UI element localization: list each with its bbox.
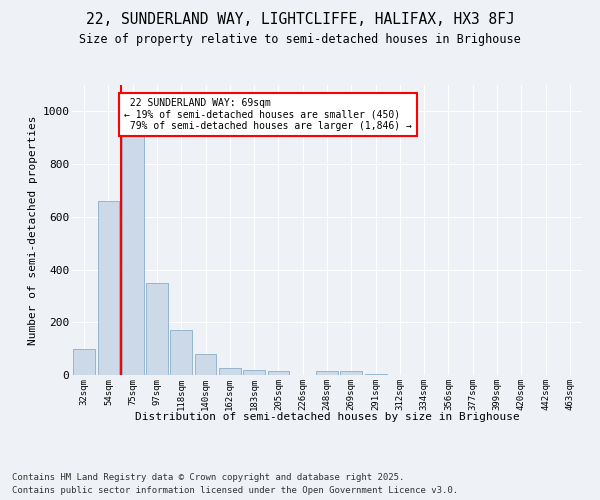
Bar bbox=[146, 282, 168, 375]
Bar bbox=[97, 201, 119, 375]
Bar bbox=[316, 371, 338, 375]
Text: 22, SUNDERLAND WAY, LIGHTCLIFFE, HALIFAX, HX3 8FJ: 22, SUNDERLAND WAY, LIGHTCLIFFE, HALIFAX… bbox=[86, 12, 514, 28]
Text: 22 SUNDERLAND WAY: 69sqm
← 19% of semi-detached houses are smaller (450)
 79% of: 22 SUNDERLAND WAY: 69sqm ← 19% of semi-d… bbox=[124, 98, 412, 132]
Bar bbox=[219, 368, 241, 375]
Bar bbox=[122, 130, 143, 375]
Text: Contains public sector information licensed under the Open Government Licence v3: Contains public sector information licen… bbox=[12, 486, 458, 495]
Bar bbox=[365, 374, 386, 375]
Y-axis label: Number of semi-detached properties: Number of semi-detached properties bbox=[28, 116, 38, 345]
Bar bbox=[268, 371, 289, 375]
Text: Distribution of semi-detached houses by size in Brighouse: Distribution of semi-detached houses by … bbox=[134, 412, 520, 422]
Bar bbox=[243, 370, 265, 375]
Bar bbox=[73, 348, 95, 375]
Text: Size of property relative to semi-detached houses in Brighouse: Size of property relative to semi-detach… bbox=[79, 32, 521, 46]
Bar bbox=[340, 371, 362, 375]
Bar bbox=[194, 354, 217, 375]
Bar bbox=[170, 330, 192, 375]
Text: Contains HM Land Registry data © Crown copyright and database right 2025.: Contains HM Land Registry data © Crown c… bbox=[12, 472, 404, 482]
